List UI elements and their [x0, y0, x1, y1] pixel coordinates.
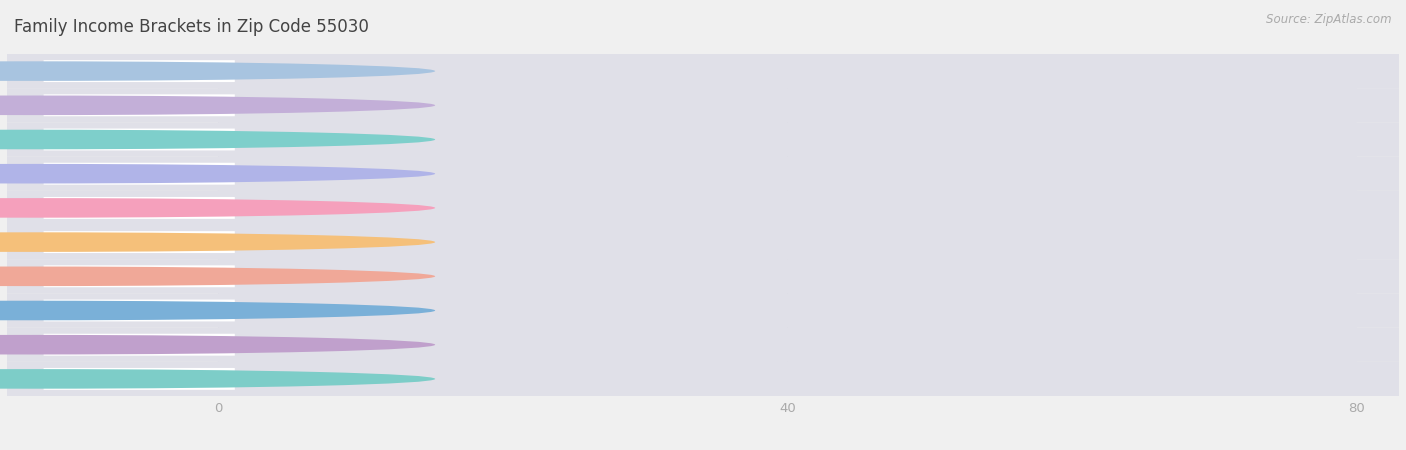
- Text: 60: 60: [1049, 338, 1064, 351]
- FancyBboxPatch shape: [218, 369, 488, 388]
- FancyBboxPatch shape: [218, 164, 645, 183]
- Text: Less than $10,000: Less than $10,000: [58, 65, 180, 77]
- Text: $15,000 to $24,999: $15,000 to $24,999: [58, 132, 167, 147]
- FancyBboxPatch shape: [218, 259, 1357, 293]
- FancyBboxPatch shape: [218, 191, 1357, 225]
- Text: 4: 4: [287, 65, 295, 77]
- Text: Family Income Brackets in Zip Code 55030: Family Income Brackets in Zip Code 55030: [14, 18, 368, 36]
- Text: 29: 29: [607, 270, 624, 283]
- FancyBboxPatch shape: [218, 88, 1357, 122]
- Text: $150,000 to $199,999: $150,000 to $199,999: [58, 338, 184, 352]
- Text: $35,000 to $49,999: $35,000 to $49,999: [58, 201, 167, 215]
- FancyBboxPatch shape: [218, 301, 1299, 320]
- Text: 4: 4: [287, 133, 295, 146]
- Text: 19: 19: [464, 373, 481, 385]
- FancyBboxPatch shape: [218, 130, 276, 149]
- Text: $200,000+: $200,000+: [58, 373, 132, 385]
- FancyBboxPatch shape: [218, 198, 745, 217]
- FancyBboxPatch shape: [218, 130, 276, 149]
- FancyBboxPatch shape: [218, 335, 1073, 354]
- Text: 30: 30: [621, 167, 638, 180]
- FancyBboxPatch shape: [218, 225, 1357, 259]
- FancyBboxPatch shape: [218, 164, 645, 183]
- Text: $10,000 to $14,999: $10,000 to $14,999: [58, 98, 167, 112]
- FancyBboxPatch shape: [218, 122, 1357, 157]
- FancyBboxPatch shape: [218, 335, 1073, 354]
- Text: 37: 37: [720, 202, 738, 214]
- FancyBboxPatch shape: [218, 54, 1357, 88]
- FancyBboxPatch shape: [218, 62, 276, 81]
- FancyBboxPatch shape: [218, 233, 1315, 252]
- Text: $50,000 to $74,999: $50,000 to $74,999: [58, 235, 167, 249]
- Text: $75,000 to $99,999: $75,000 to $99,999: [58, 269, 167, 284]
- Text: $100,000 to $149,999: $100,000 to $149,999: [58, 303, 184, 318]
- FancyBboxPatch shape: [218, 267, 631, 286]
- FancyBboxPatch shape: [218, 293, 1357, 328]
- Text: 77: 77: [1289, 236, 1308, 248]
- Text: $25,000 to $34,999: $25,000 to $34,999: [58, 166, 167, 181]
- FancyBboxPatch shape: [218, 328, 1357, 362]
- Text: 76: 76: [1275, 304, 1292, 317]
- Text: 0: 0: [229, 99, 238, 112]
- FancyBboxPatch shape: [218, 198, 745, 217]
- Text: Source: ZipAtlas.com: Source: ZipAtlas.com: [1267, 14, 1392, 27]
- FancyBboxPatch shape: [218, 157, 1357, 191]
- FancyBboxPatch shape: [218, 301, 1299, 320]
- FancyBboxPatch shape: [218, 62, 276, 81]
- FancyBboxPatch shape: [218, 369, 488, 388]
- FancyBboxPatch shape: [218, 233, 1315, 252]
- FancyBboxPatch shape: [218, 362, 1357, 396]
- FancyBboxPatch shape: [218, 267, 631, 286]
